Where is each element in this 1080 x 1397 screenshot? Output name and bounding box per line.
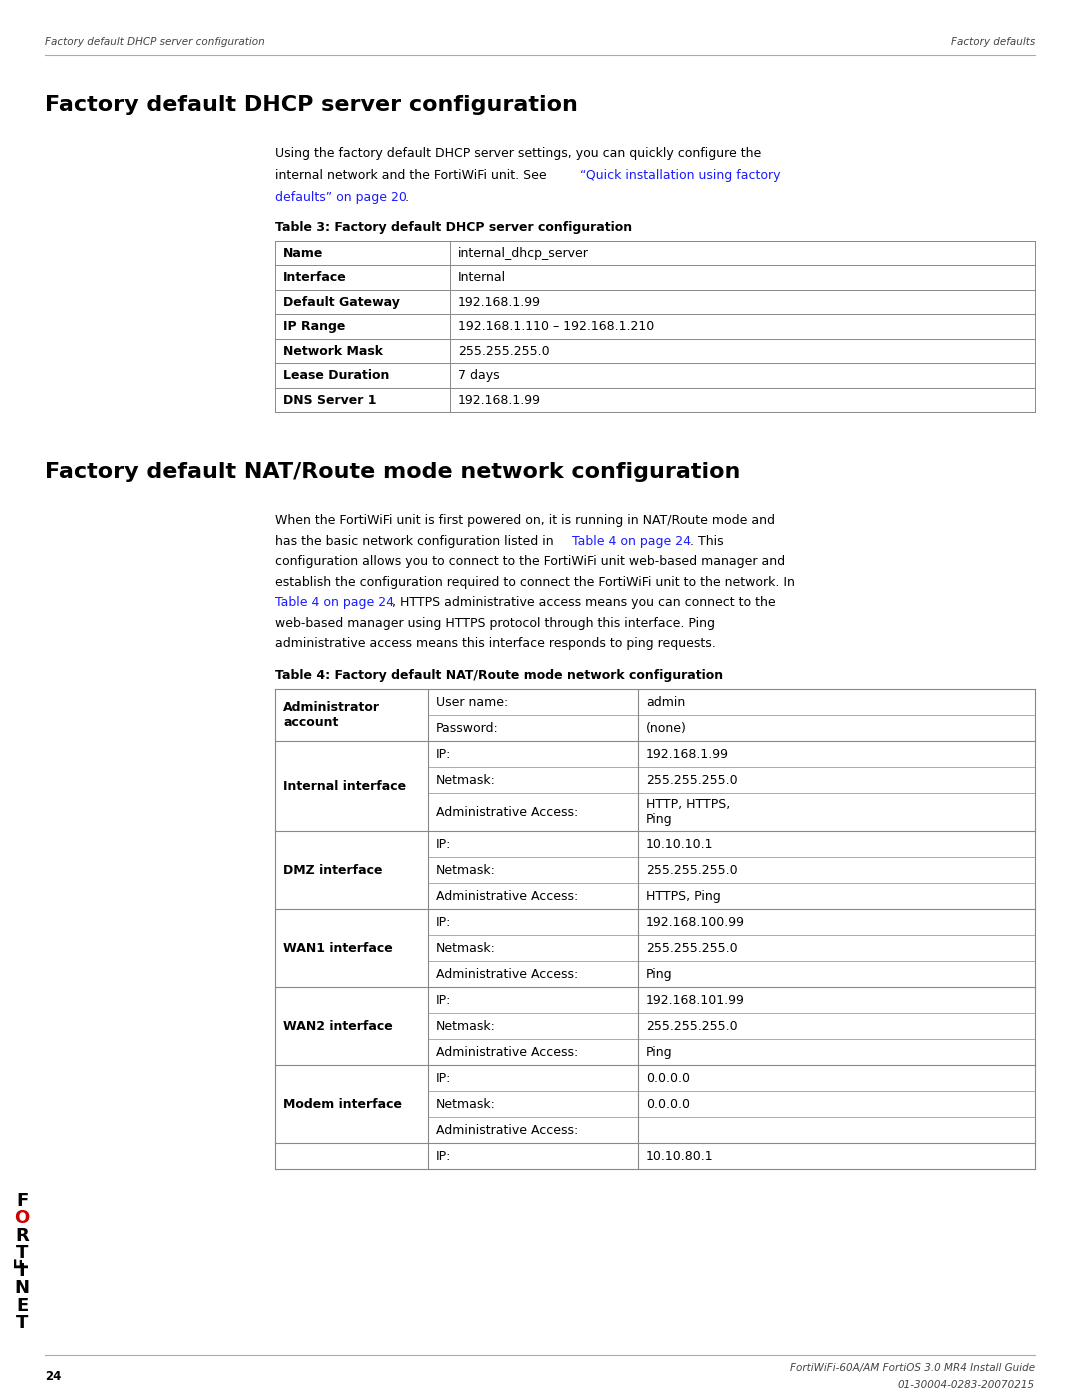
Text: IP:: IP: [436,1150,451,1162]
Text: Interface: Interface [283,271,347,284]
Text: , HTTPS administrative access means you can connect to the: , HTTPS administrative access means you … [392,597,775,609]
Text: Default Gateway: Default Gateway [283,296,400,309]
Text: establish the configuration required to connect the FortiWiFi unit to the networ: establish the configuration required to … [275,576,795,590]
Text: Internal interface: Internal interface [283,780,406,793]
Text: Netmask:: Netmask: [436,863,496,877]
Text: 10.10.10.1: 10.10.10.1 [646,838,714,851]
Text: Password:: Password: [436,722,499,735]
Text: 192.168.1.99: 192.168.1.99 [458,394,541,407]
Text: (none): (none) [646,722,687,735]
Text: 192.168.100.99: 192.168.100.99 [646,916,745,929]
Text: FortiWiFi-60A/AM FortiOS 3.0 MR4 Install Guide: FortiWiFi-60A/AM FortiOS 3.0 MR4 Install… [789,1363,1035,1373]
Text: Name: Name [283,247,323,260]
Text: 24: 24 [45,1370,62,1383]
Text: When the FortiWiFi unit is first powered on, it is running in NAT/Route mode and: When the FortiWiFi unit is first powered… [275,514,775,528]
Text: internal network and the FortiWiFi unit. See: internal network and the FortiWiFi unit.… [275,169,551,182]
Text: Using the factory default DHCP server settings, you can quickly configure the: Using the factory default DHCP server se… [275,147,761,161]
Text: F: F [13,1256,31,1268]
Text: Network Mask: Network Mask [283,345,383,358]
Text: Factory default DHCP server configuration: Factory default DHCP server configuratio… [45,36,265,47]
Text: 01-30004-0283-20070215: 01-30004-0283-20070215 [897,1380,1035,1390]
Text: O: O [14,1210,29,1227]
Text: web-based manager using HTTPS protocol through this interface. Ping: web-based manager using HTTPS protocol t… [275,617,715,630]
Text: IP:: IP: [436,747,451,761]
Text: defaults” on page 20: defaults” on page 20 [275,191,407,204]
Text: Administrative Access:: Administrative Access: [436,806,578,819]
Text: 0.0.0.0: 0.0.0.0 [646,1071,690,1085]
Text: Netmask:: Netmask: [436,1098,496,1111]
Text: Factory default NAT/Route mode network configuration: Factory default NAT/Route mode network c… [45,462,741,482]
Text: IP:: IP: [436,1071,451,1085]
Text: 255.255.255.0: 255.255.255.0 [646,863,738,877]
Text: WAN1 interface: WAN1 interface [283,942,393,956]
Text: 255.255.255.0: 255.255.255.0 [646,774,738,787]
Text: Administrative Access:: Administrative Access: [436,1125,578,1137]
Text: Internal: Internal [458,271,507,284]
Text: 255.255.255.0: 255.255.255.0 [646,1020,738,1032]
Text: DMZ interface: DMZ interface [283,863,382,877]
Text: Administrative Access:: Administrative Access: [436,968,578,981]
Text: T: T [16,1245,28,1263]
Text: Ping: Ping [646,968,673,981]
Text: Netmask:: Netmask: [436,1020,496,1032]
Text: Lease Duration: Lease Duration [283,369,390,383]
Text: 10.10.80.1: 10.10.80.1 [646,1150,714,1162]
Text: 192.168.1.99: 192.168.1.99 [458,296,541,309]
Text: 255.255.255.0: 255.255.255.0 [458,345,550,358]
Text: . This: . This [689,535,724,548]
Text: Factory default DHCP server configuration: Factory default DHCP server configuratio… [45,95,578,115]
Text: 255.255.255.0: 255.255.255.0 [646,942,738,956]
Text: configuration allows you to connect to the FortiWiFi unit web-based manager and: configuration allows you to connect to t… [275,556,785,569]
Text: Netmask:: Netmask: [436,774,496,787]
Text: HTTP, HTTPS,: HTTP, HTTPS, [646,799,730,812]
Text: internal_dhcp_server: internal_dhcp_server [458,247,589,260]
Text: T: T [16,1315,28,1333]
Text: IP Range: IP Range [283,320,346,334]
Text: Factory defaults: Factory defaults [950,36,1035,47]
Text: Table 4: Factory default NAT/Route mode network configuration: Table 4: Factory default NAT/Route mode … [275,669,724,683]
Text: has the basic network configuration listed in: has the basic network configuration list… [275,535,557,548]
Text: IP:: IP: [436,916,451,929]
Text: Administrator
account: Administrator account [283,701,380,729]
Text: IP:: IP: [436,995,451,1007]
Text: .: . [405,191,409,204]
Text: F: F [16,1192,28,1210]
Text: 192.168.101.99: 192.168.101.99 [646,995,745,1007]
Text: I: I [18,1261,25,1280]
Text: 0.0.0.0: 0.0.0.0 [646,1098,690,1111]
Text: HTTPS, Ping: HTTPS, Ping [646,890,720,902]
Text: 7 days: 7 days [458,369,500,383]
Text: N: N [14,1280,29,1298]
Text: E: E [16,1296,28,1315]
Text: Administrative Access:: Administrative Access: [436,1046,578,1059]
Text: R: R [15,1227,29,1245]
Text: administrative access means this interface responds to ping requests.: administrative access means this interfa… [275,637,716,651]
Text: IP:: IP: [436,838,451,851]
Text: User name:: User name: [436,696,509,710]
Text: Table 4 on page 24: Table 4 on page 24 [572,535,691,548]
Text: Administrative Access:: Administrative Access: [436,890,578,902]
Text: Table 3: Factory default DHCP server configuration: Table 3: Factory default DHCP server con… [275,221,632,235]
Text: admin: admin [646,696,685,710]
Text: Netmask:: Netmask: [436,942,496,956]
Text: 192.168.1.99: 192.168.1.99 [646,747,729,761]
Text: DNS Server 1: DNS Server 1 [283,394,377,407]
Text: Ping: Ping [646,1046,673,1059]
Text: “Quick installation using factory: “Quick installation using factory [580,169,781,182]
Text: Modem interface: Modem interface [283,1098,402,1111]
Text: 192.168.1.110 – 192.168.1.210: 192.168.1.110 – 192.168.1.210 [458,320,654,334]
Text: Ping: Ping [646,813,673,826]
Text: Table 4 on page 24: Table 4 on page 24 [275,597,394,609]
Text: WAN2 interface: WAN2 interface [283,1020,393,1032]
